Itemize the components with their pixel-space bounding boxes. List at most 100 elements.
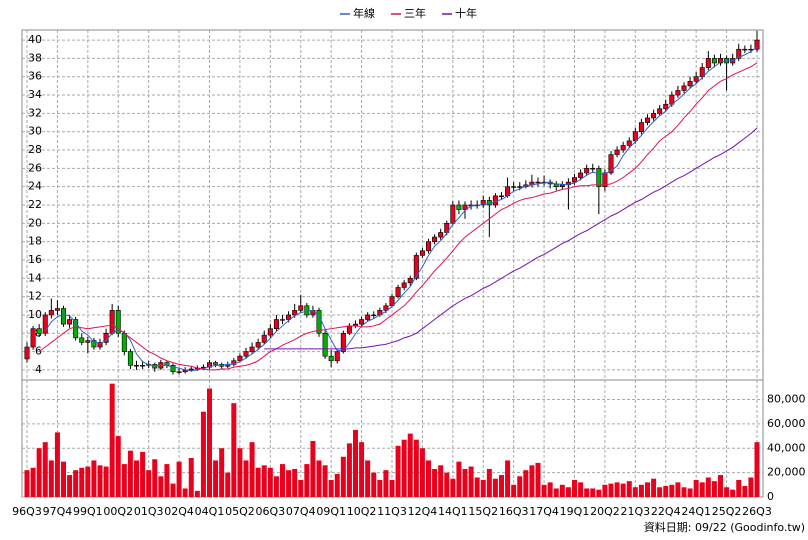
volume-bar [225,472,231,497]
volume-bar [24,470,30,497]
volume-bar [572,479,577,497]
candle-body [419,250,425,256]
y-tick-label: 14 [28,271,42,284]
volume-bar [243,460,249,497]
volume-bar [705,477,711,497]
candle-body [237,355,243,362]
volume-bar [638,484,644,497]
volume-bar [754,442,760,497]
x-tick-label: 21Q3 [621,505,651,518]
candle-body [109,310,115,334]
volume-bar [499,475,504,497]
x-tick-label: 26Q3 [742,505,772,518]
x-tick-label: 22Q4 [651,505,681,518]
volume-bar [310,440,316,497]
volume-bar [328,479,334,497]
volume-bar [322,465,328,497]
y2-tick-label: 0 [767,490,774,503]
x-tick-label: 01Q3 [134,505,164,518]
candle-body [30,328,36,348]
x-tick-label: 00Q2 [103,505,133,518]
x-tick-label: 06Q3 [256,505,286,518]
volume-bar [462,468,468,497]
volume-bar [134,460,139,497]
candle-body [675,90,681,96]
volume-bar [121,464,127,497]
volume-bar [541,484,547,497]
candle-body [693,76,699,82]
volume-bar [182,488,188,497]
candle-body [261,334,267,343]
volume-bar [620,483,626,497]
candle-body [213,362,219,365]
x-tick-label: 24Q1 [681,505,711,518]
volume-bar [675,482,681,497]
y-tick-label: 12 [28,290,42,303]
y-tick-label: 28 [28,143,42,156]
volume-bar [407,433,413,497]
volume-bar [200,411,206,497]
volume-bar [444,472,450,497]
candle-body [584,168,590,174]
volume-bar [280,464,285,497]
candle-body [705,58,711,68]
ma-line [38,62,758,371]
volume-bar [353,429,358,497]
y2-tick-label: 60,000 [767,417,806,430]
candle-body [620,145,626,151]
candle-body [687,81,693,87]
volume-bar [316,460,322,497]
volume-bar [30,467,36,497]
volume-bar [663,486,669,497]
candle-body [681,85,687,91]
x-tick-label: 12Q4 [408,505,438,518]
volume-bar [742,486,748,497]
candle-body [67,319,73,325]
candle-body [359,319,365,325]
volume-bar [614,482,620,497]
x-tick-label: 05Q2 [225,505,255,518]
volume-bar [377,479,383,497]
candle-body [249,346,255,352]
candle-body [340,332,346,352]
volume-bar [711,481,717,497]
volume-bar [523,470,529,497]
x-tick-label: 17Q4 [529,505,559,518]
volume-bar [109,383,115,497]
ma-line [264,127,758,350]
y-tick-label: 16 [28,253,42,266]
volume-bar [413,439,419,497]
y-tick-label: 34 [28,88,42,101]
volume-bar [724,487,730,497]
volume-bar [748,477,754,497]
volume-bar [36,448,42,497]
volume-bar [626,481,632,497]
candle-body [140,365,146,367]
candle-body [651,113,657,119]
candle-body [638,122,644,133]
volume-bar [73,470,79,497]
volume-bar [164,464,170,497]
y-tick-label: 26 [28,161,42,174]
volume-bar [584,488,590,497]
candle-body [571,177,577,183]
x-tick-label: 99Q1 [73,505,103,518]
candle-body [134,365,140,367]
y-tick-label: 4 [35,363,42,376]
y2-tick-label: 40,000 [767,441,806,454]
volume-bar [426,460,431,497]
volume-bar [578,482,584,497]
volume-bar [127,450,133,497]
volume-bar [286,470,292,497]
y-tick-label: 22 [28,198,42,211]
volume-bar [468,466,474,497]
volume-bar [651,478,657,497]
volume-bar [645,482,650,497]
y-tick-label: 24 [28,180,42,193]
x-tick-label: 20Q2 [590,505,620,518]
volume-bar [383,470,389,497]
volume-bar [529,465,535,497]
volume-bar [103,466,109,497]
candle-body [511,186,517,188]
volume-bar [371,472,377,497]
